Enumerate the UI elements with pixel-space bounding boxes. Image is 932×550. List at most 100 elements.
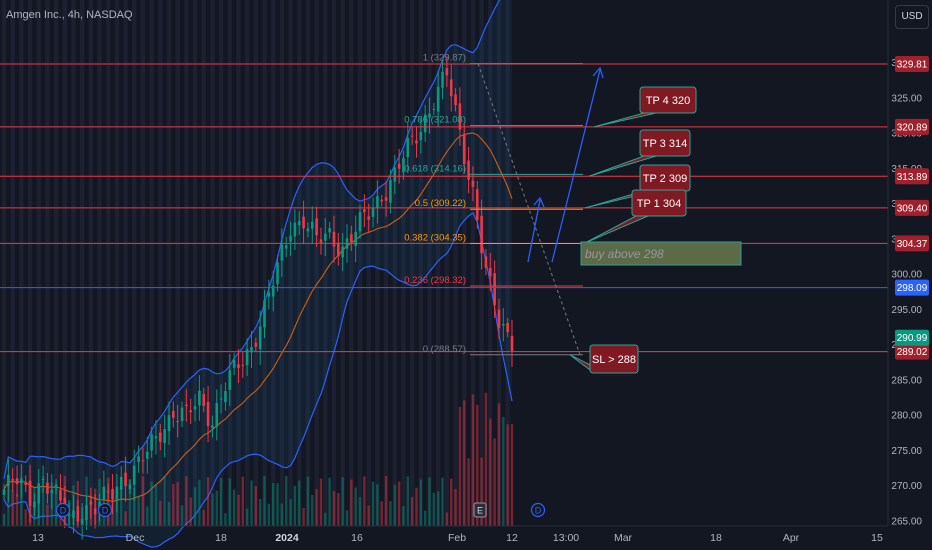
candle xyxy=(289,221,292,256)
volume-bar xyxy=(141,476,145,526)
callout-box xyxy=(639,129,691,157)
price-tag: 304.37 xyxy=(895,235,929,252)
volume-bar xyxy=(46,504,49,526)
volume-bar xyxy=(450,478,453,526)
candle xyxy=(484,249,488,276)
candle-body xyxy=(72,510,75,518)
volume-bar xyxy=(271,482,275,526)
candles xyxy=(2,56,514,540)
candle xyxy=(145,436,149,474)
candle xyxy=(276,255,279,292)
arrow-head xyxy=(592,66,604,79)
volume-bar xyxy=(428,477,431,526)
volume-bar xyxy=(54,483,58,526)
candle-body xyxy=(488,267,492,277)
volume-bar xyxy=(384,476,388,526)
candle-body xyxy=(15,478,19,485)
candle-body xyxy=(50,490,54,494)
session-stripe xyxy=(10,0,15,526)
volume-bar xyxy=(254,486,258,526)
candle xyxy=(89,487,93,519)
candle xyxy=(224,382,227,411)
candle-body xyxy=(449,79,453,97)
candle-body xyxy=(432,108,436,110)
candle xyxy=(284,236,288,258)
volume-bar xyxy=(289,499,292,526)
volume-bar xyxy=(150,481,153,526)
candle xyxy=(410,127,414,145)
candle xyxy=(128,479,132,494)
candle-body xyxy=(506,322,509,333)
candle-body xyxy=(350,234,353,243)
candle-body xyxy=(319,239,323,243)
candle-body xyxy=(510,335,514,352)
candle xyxy=(371,197,375,228)
candle xyxy=(493,260,496,318)
price-tag-label: 329.81 xyxy=(897,60,928,71)
candle xyxy=(267,279,271,310)
candle-body xyxy=(24,482,28,485)
candle-body xyxy=(363,209,366,213)
candle-body xyxy=(297,220,301,226)
note-box: buy above 298 xyxy=(580,241,742,266)
time-tick: Apr xyxy=(783,532,800,544)
candle-body xyxy=(415,140,418,144)
candle xyxy=(280,228,284,277)
candle xyxy=(15,465,19,497)
candle-body xyxy=(376,196,379,208)
volume-bar xyxy=(415,487,418,526)
session-stripe xyxy=(210,0,215,526)
price-tag: 298.09 xyxy=(895,279,929,296)
candle xyxy=(471,166,475,202)
price-tag-label: 290.99 xyxy=(897,333,928,344)
fib-label: 0 (288.57) xyxy=(423,344,466,355)
callout-box xyxy=(589,344,639,374)
volume-bar xyxy=(237,494,240,526)
candle-body xyxy=(258,326,262,350)
volume-bar xyxy=(263,476,266,526)
volume-bar xyxy=(167,501,171,526)
price-tick: 325.00 xyxy=(891,93,922,104)
candle-body xyxy=(271,285,275,297)
candle xyxy=(393,154,397,195)
session-stripe xyxy=(158,0,163,526)
candle-body xyxy=(276,262,279,285)
candle-body xyxy=(185,404,188,407)
volume-bar xyxy=(436,491,440,526)
candle xyxy=(211,415,214,438)
session-stripe xyxy=(140,0,146,526)
candle xyxy=(475,180,479,229)
volume-bar xyxy=(137,496,140,526)
candle-body xyxy=(475,189,479,221)
candle xyxy=(206,385,210,443)
volume-bar xyxy=(2,514,6,526)
candle xyxy=(358,204,362,239)
volume-bar xyxy=(20,476,23,526)
event-marker-badge xyxy=(55,502,71,518)
session-stripe xyxy=(392,0,397,526)
callout-1: TP 4 320 xyxy=(593,86,697,128)
currency-button[interactable]: USD xyxy=(895,5,929,29)
candle xyxy=(11,468,14,492)
price-tag-bg xyxy=(895,235,929,252)
callout-label: TP 3 314 xyxy=(643,138,687,150)
candle-body xyxy=(237,364,240,369)
price-tag-label: 320.89 xyxy=(897,122,928,133)
candle xyxy=(232,352,236,376)
candle-body xyxy=(159,432,162,442)
volume-bar xyxy=(345,510,349,526)
callout-3: TP 2 309 xyxy=(584,164,691,209)
callout-label: TP 2 309 xyxy=(643,173,687,185)
candle-body xyxy=(245,349,249,366)
session-stripe xyxy=(62,0,67,526)
time-tick: 12 xyxy=(506,532,518,544)
volume-bar xyxy=(324,512,327,526)
candle xyxy=(384,181,388,217)
callout-label: TP 1 304 xyxy=(637,198,681,210)
candle xyxy=(150,426,153,458)
volume-bar xyxy=(363,476,366,526)
volume-bar xyxy=(128,479,132,526)
candle-body xyxy=(202,394,206,406)
callout-label: TP 4 320 xyxy=(646,95,690,107)
